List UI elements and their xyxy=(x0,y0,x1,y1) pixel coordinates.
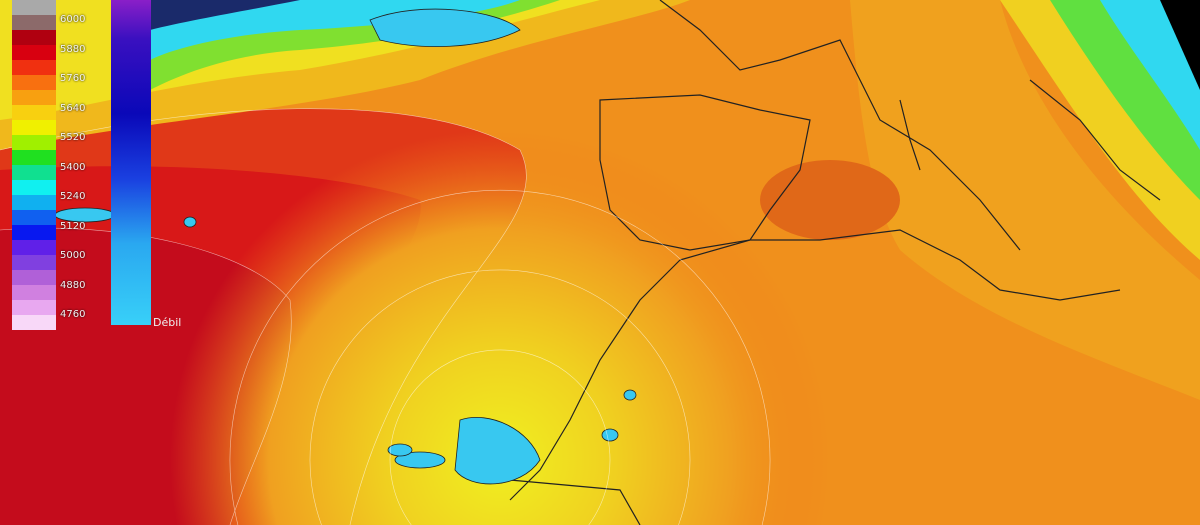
scale-swatch xyxy=(12,300,56,315)
scale-swatch xyxy=(12,15,56,30)
scale-swatch xyxy=(12,135,56,150)
scale-swatch xyxy=(12,60,56,75)
intensity-color-bar xyxy=(111,0,151,325)
scale-label: 5000 xyxy=(60,250,86,261)
scale-label: 5400 xyxy=(60,161,86,173)
intensity-label: Débil xyxy=(153,316,182,329)
scale-swatch xyxy=(12,30,56,45)
scale-swatch xyxy=(12,225,56,240)
scale-swatch xyxy=(12,180,56,195)
scale-swatch xyxy=(12,90,56,105)
scale-swatch xyxy=(12,285,56,300)
scale-swatch xyxy=(12,0,56,15)
iberia xyxy=(599,94,811,251)
scale-swatch xyxy=(12,210,56,225)
north-africa-coast xyxy=(679,229,1121,301)
scale-swatch xyxy=(12,315,56,330)
scale-swatch xyxy=(12,270,56,285)
scale-swatch xyxy=(12,45,56,60)
scale-label: 5640 xyxy=(60,102,86,114)
scale-label: 5880 xyxy=(60,43,86,55)
scale-swatch xyxy=(12,240,56,255)
scale-swatch xyxy=(12,195,56,210)
scale-swatch xyxy=(12,75,56,90)
scale-swatch xyxy=(12,255,56,270)
isohypses xyxy=(0,108,771,525)
scale-label: 4880 xyxy=(60,279,86,291)
scale-swatch xyxy=(12,105,56,120)
scale-label: 5760 xyxy=(60,73,86,84)
scale-swatch xyxy=(12,150,56,165)
scale-swatch xyxy=(12,165,56,180)
scale-label: 6000 xyxy=(60,14,86,25)
cold-air-patches xyxy=(54,8,637,485)
scale-label: 5120 xyxy=(60,220,86,232)
scale-label: 5240 xyxy=(60,191,86,202)
geopotential-color-scale xyxy=(12,0,56,330)
scale-label: 5520 xyxy=(60,132,86,143)
scale-label: 4760 xyxy=(60,309,86,320)
scale-swatch xyxy=(12,120,56,135)
